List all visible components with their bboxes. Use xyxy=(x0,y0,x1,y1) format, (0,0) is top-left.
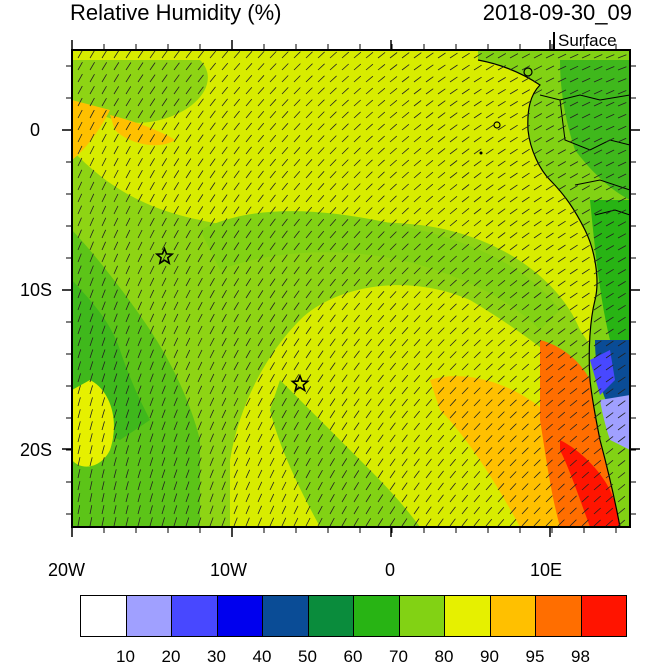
x-tick-label: 10E xyxy=(530,560,563,580)
colorbar-swatch xyxy=(216,595,263,637)
plot-frame xyxy=(71,49,631,528)
colorbar-swatch xyxy=(262,595,309,637)
level-tick xyxy=(553,32,555,50)
y-tick-label: 0 xyxy=(30,120,41,140)
colorbar-swatch xyxy=(125,595,172,637)
x-tick-label: 0 xyxy=(385,560,396,580)
colorbar-label: 40 xyxy=(252,647,272,666)
colorbar-label: 70 xyxy=(389,647,408,666)
wind-vectors xyxy=(77,50,627,527)
plot-title: Relative Humidity (%) xyxy=(70,0,282,25)
minor-ticks xyxy=(66,44,636,533)
colorbar-swatch xyxy=(444,595,491,637)
colorbar-label: 10 xyxy=(116,647,135,666)
colorbar-label: 60 xyxy=(343,647,363,666)
colorbar-label: 90 xyxy=(480,647,499,666)
colorbar-swatch xyxy=(398,595,445,637)
colorbar-swatch xyxy=(307,595,354,637)
colorbar-swatch xyxy=(171,595,218,637)
datetime-label: 2018-09-30_09 xyxy=(482,0,632,25)
star-marker xyxy=(290,373,310,393)
colorbar-swatch xyxy=(80,595,127,637)
colorbar-label: 98 xyxy=(571,647,590,666)
station-markers xyxy=(154,246,310,393)
star-marker xyxy=(154,246,175,265)
level-label: Surface xyxy=(558,31,617,50)
colorbar-label: 80 xyxy=(434,647,454,666)
y-tick-label: 20S xyxy=(20,440,53,460)
x-tick-label: 10W xyxy=(210,560,248,580)
humidity-field xyxy=(72,50,630,527)
colorbar-swatch xyxy=(580,595,627,637)
colorbar-label: 30 xyxy=(207,647,226,666)
colorbar-swatch xyxy=(353,595,400,637)
colorbar-label: 50 xyxy=(298,647,317,666)
x-tick-label: 20W xyxy=(48,560,86,580)
colorbar-swatch xyxy=(535,595,582,637)
y-tick-label: 10S xyxy=(20,280,53,300)
colorbar-label: 20 xyxy=(161,647,181,666)
colorbar-swatch xyxy=(489,595,536,637)
colorbar-label: 95 xyxy=(525,647,545,666)
